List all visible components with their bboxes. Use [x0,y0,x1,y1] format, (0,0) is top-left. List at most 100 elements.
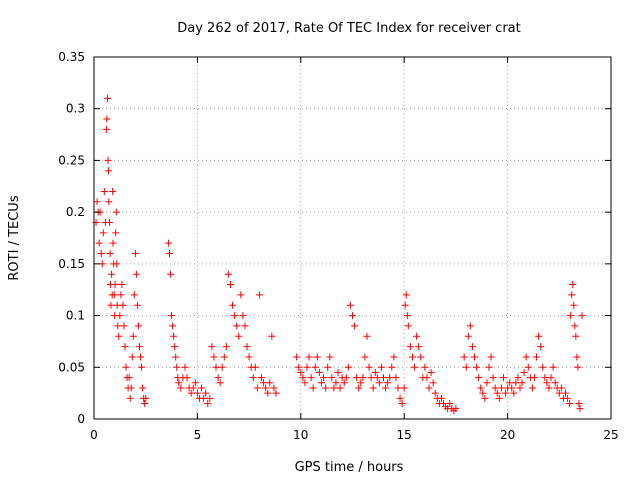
data-point [183,374,191,382]
data-point [200,394,208,402]
data-point [406,343,414,351]
data-point [135,343,143,351]
data-point [245,353,253,361]
data-point [495,394,503,402]
data-point [545,384,553,392]
data-point [351,322,359,330]
data-point [106,250,114,258]
data-point [468,343,476,351]
data-point [220,353,228,361]
data-point [520,368,528,376]
data-point [110,291,118,299]
data-point [466,322,474,330]
data-point [260,379,268,387]
data-point [272,389,280,397]
data-point [315,368,323,376]
data-point [402,291,410,299]
axis-ticks: 0 0.05 0.1 0.15 0.2 0.25 0.3 0.35 0 5 10 15 20 25 [58,50,618,442]
data-point [121,343,129,351]
data-point [514,374,522,382]
data-point [181,363,189,371]
data-point [266,379,274,387]
data-point [344,363,352,371]
data-point [375,379,383,387]
data-point [262,384,270,392]
data-point [572,332,580,340]
data-point [423,374,431,382]
data-point [564,394,572,402]
data-point [446,399,454,407]
data-point [431,389,439,397]
data-point [129,332,137,340]
data-point [125,374,133,382]
data-point [326,353,334,361]
data-point [165,250,173,258]
data-point [171,343,179,351]
data-point [167,270,175,278]
data-point [222,343,230,351]
data-point [114,322,122,330]
data-point [105,198,113,206]
data-point [317,379,325,387]
data-point [103,115,111,123]
data-point [452,405,460,413]
data-point [506,379,514,387]
data-point [398,399,406,407]
data-point [578,312,586,320]
data-point [229,301,237,309]
data-point [104,167,112,175]
data-point [475,374,483,382]
data-point [204,399,212,407]
x-tick-label: 15 [397,428,412,442]
data-point [249,374,257,382]
data-point [97,250,105,258]
data-point [170,332,178,340]
data-point [309,384,317,392]
data-point [218,363,226,371]
data-point [189,384,197,392]
data-point [479,389,487,397]
data-point [551,379,559,387]
data-point [363,332,371,340]
data-point [193,389,201,397]
data-point [268,332,276,340]
data-point [437,394,445,402]
data-point [169,322,177,330]
data-point [373,374,381,382]
data-point [429,379,437,387]
data-point [235,332,243,340]
data-point [332,379,340,387]
data-point [104,156,112,164]
x-tick-label: 25 [603,428,618,442]
data-point [301,379,309,387]
data-point [132,270,140,278]
data-point [258,374,266,382]
data-point [103,94,111,102]
data-point [177,384,185,392]
data-point [371,368,379,376]
data-point [537,343,545,351]
data-point [117,291,125,299]
data-point [415,343,423,351]
data-point [576,405,584,413]
data-point [239,312,247,320]
data-point [342,374,350,382]
data-point [270,384,278,392]
data-point [313,353,321,361]
data-point [112,229,120,237]
y-tick-label: 0.25 [58,153,85,167]
data-point [226,281,234,289]
data-point [396,394,404,402]
data-point [491,384,499,392]
data-point [113,260,121,268]
data-point [567,312,575,320]
data-point [127,384,135,392]
data-point [210,353,218,361]
data-point [533,353,541,361]
data-point [388,363,396,371]
data-point [206,394,214,402]
y-tick-label: 0 [77,412,85,426]
data-point [462,363,470,371]
data-point [102,125,110,133]
